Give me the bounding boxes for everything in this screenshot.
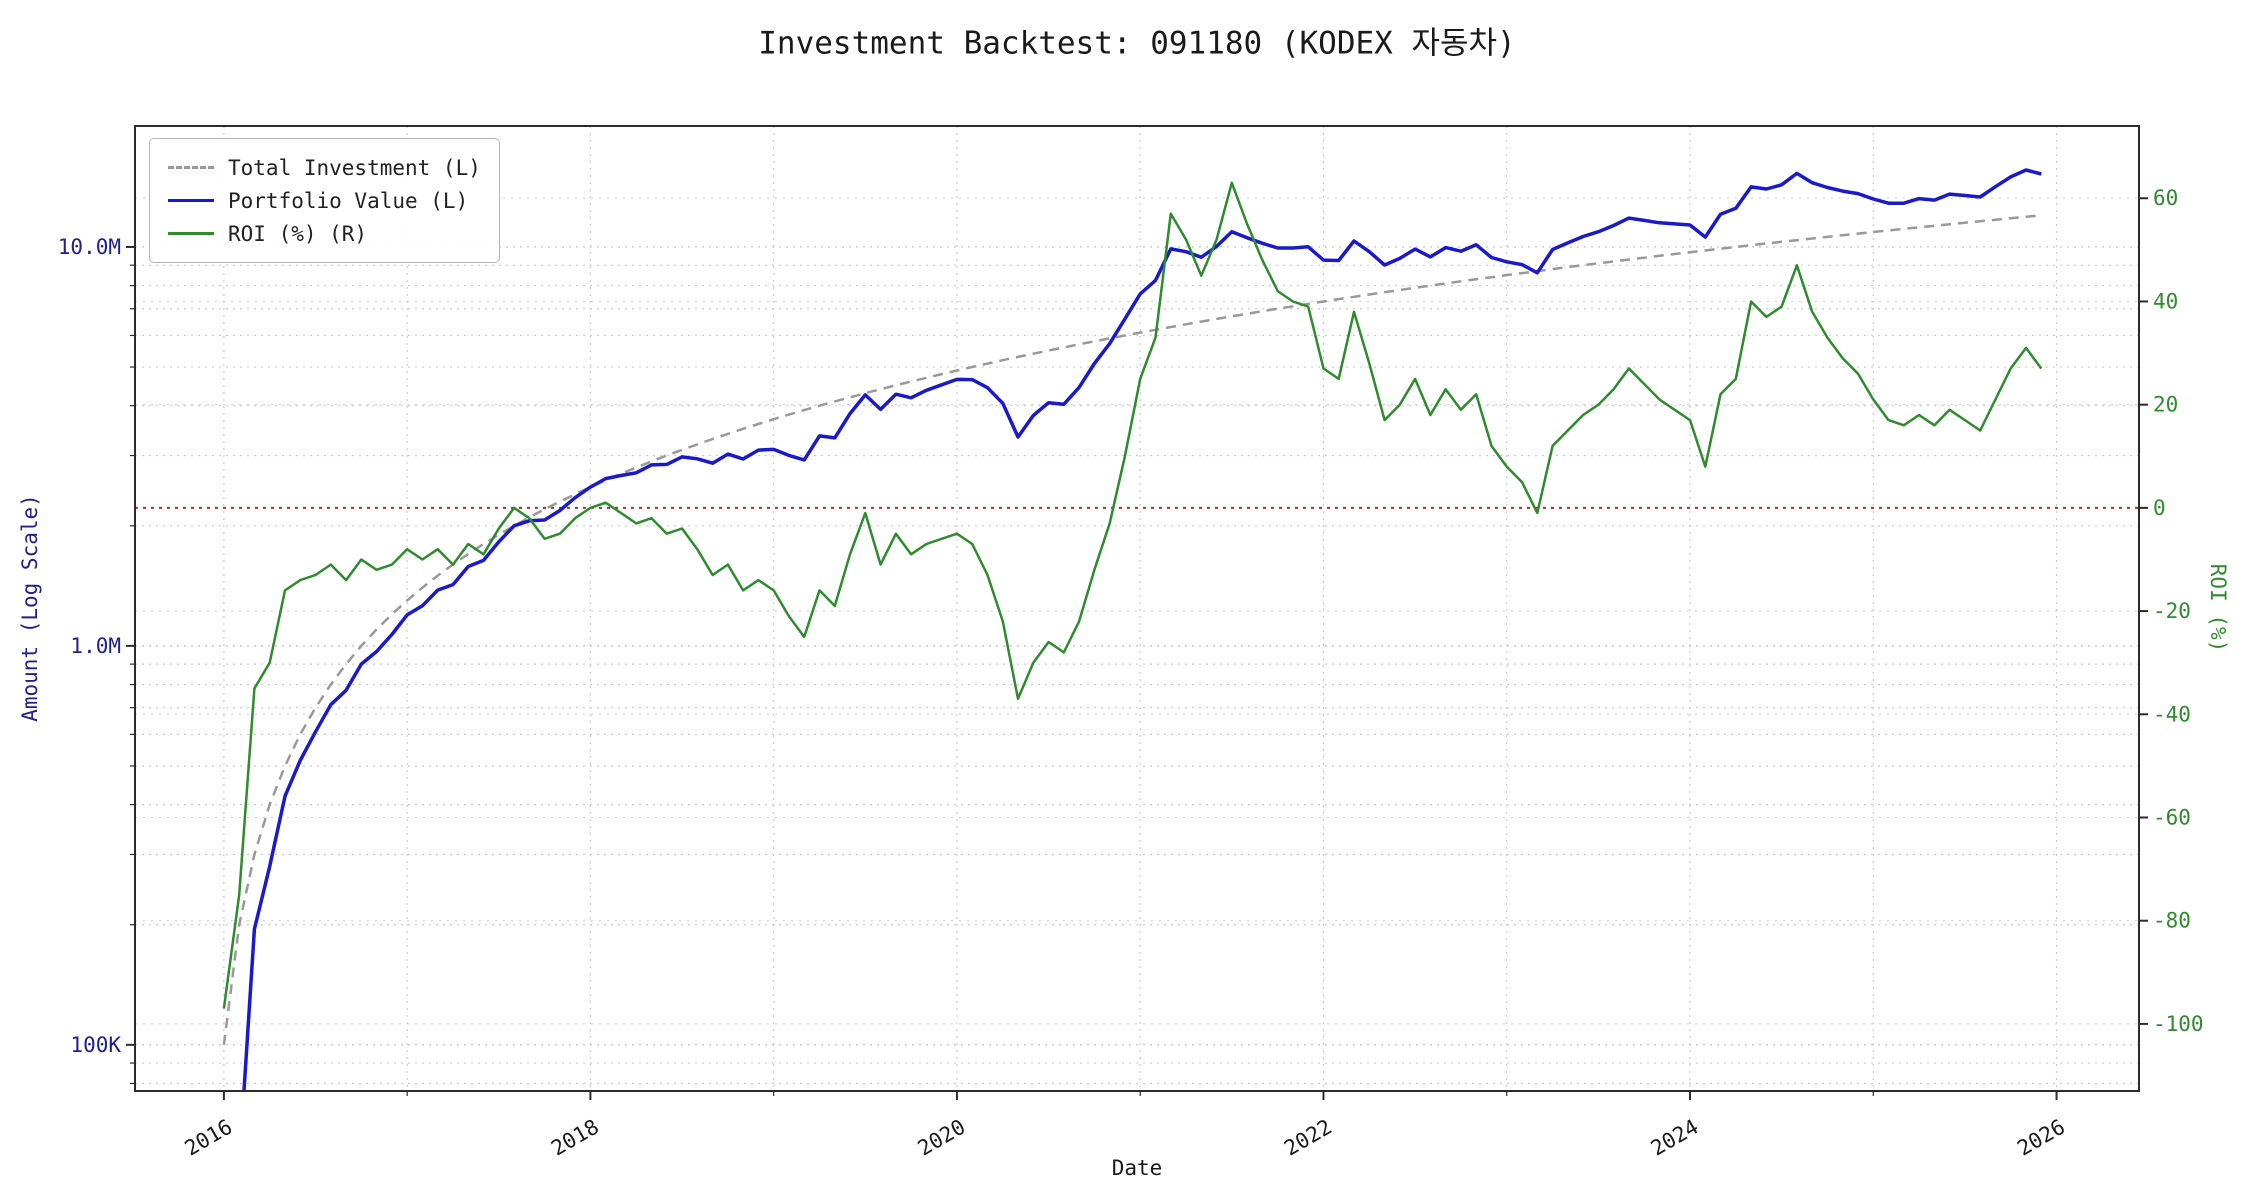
tick-label: -60 (2153, 805, 2191, 829)
tick-label: 0 (2153, 496, 2166, 520)
tick-label: 2020 (914, 1115, 970, 1161)
tick-label: 60 (2153, 186, 2178, 210)
x-axis-label: Date (1111, 1156, 1163, 1180)
legend-label: ROI (%) (R) (228, 221, 368, 246)
tick-label: 40 (2153, 289, 2178, 313)
tick-label: 2026 (2013, 1115, 2069, 1161)
series-roi (222, 181, 2043, 1009)
chart-title: Investment Backtest: 091180 (KODEX 자동차) (758, 25, 1516, 62)
tick-label: 2018 (547, 1115, 603, 1161)
legend: Total Investment (L) Portfolio Value (L)… (149, 138, 500, 263)
tick-label: -100 (2153, 1012, 2204, 1036)
series-total-investment (222, 214, 2042, 1045)
series-lines (222, 168, 2043, 1091)
legend-line-sample-solid-green (168, 232, 214, 235)
tick-label: -20 (2153, 599, 2191, 623)
legend-label: Portfolio Value (L) (228, 188, 469, 213)
tick-label: 2022 (1280, 1115, 1336, 1161)
y-axis-label-left: Amount (Log Scale) (18, 494, 42, 722)
plot-border (134, 125, 2140, 1092)
tick-label: 20 (2153, 393, 2178, 417)
legend-item-roi: ROI (%) (R) (168, 217, 481, 250)
tick-label: 100K (70, 1033, 121, 1057)
legend-line-sample-solid-blue (168, 199, 214, 202)
tick-label: -80 (2153, 909, 2191, 933)
legend-label: Total Investment (L) (228, 155, 481, 180)
tick-label: 2016 (181, 1115, 237, 1161)
tick-label: 2024 (1647, 1115, 1703, 1161)
series-portfolio-value (242, 168, 2042, 1091)
tick-label: 10.0M (58, 235, 121, 259)
tick-label: 1.0M (70, 634, 121, 658)
y-axis-label-right: ROI (%) (2206, 563, 2230, 653)
tick-label: -40 (2153, 702, 2191, 726)
legend-item-total-investment: Total Investment (L) (168, 151, 481, 184)
axes-ticks: 2016 2018 2020 2022 2024 2026 100K 1.0M 10.0M -10… (58, 186, 2204, 1160)
legend-item-portfolio-value: Portfolio Value (L) (168, 184, 481, 217)
grid (135, 126, 2139, 1091)
legend-line-sample-dashed (168, 166, 214, 169)
